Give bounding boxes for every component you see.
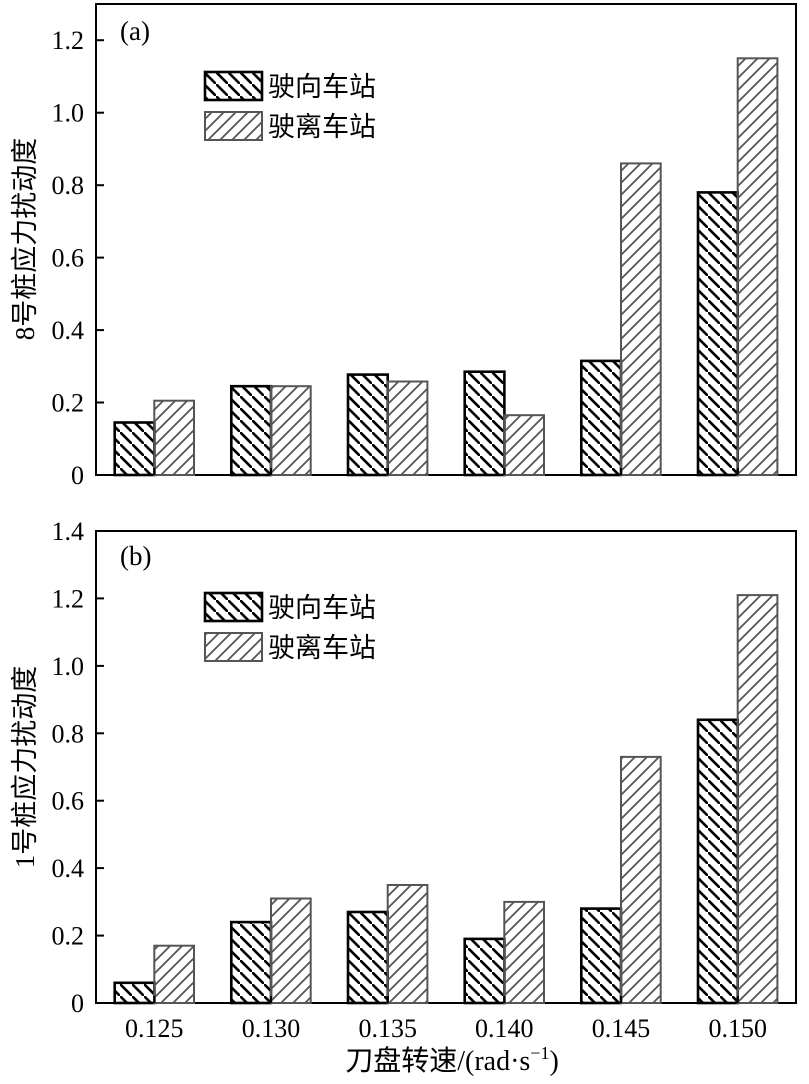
bar-b-s1-c5: [736, 594, 779, 1004]
x-tick-label-b-5: 0.150: [708, 1014, 767, 1043]
y-tick-label-b-2: 0.4: [52, 854, 85, 883]
bar-a-s1-c4: [620, 162, 662, 476]
bar-b-s1-c3: [503, 900, 545, 1005]
bars-a: [113, 57, 779, 477]
bar-b-s0-c0: [113, 981, 156, 1005]
y-tick-label-a-0: 0: [71, 461, 84, 490]
panel-label-b: (b): [120, 541, 151, 571]
legend-label-b-0: 驶向车站: [268, 593, 376, 623]
y-tick-label-a-2: 0.4: [52, 316, 85, 345]
bar-a-s1-c5: [736, 57, 779, 477]
bar-a-s1-c3: [503, 414, 545, 477]
bar-a-s0-c0: [113, 421, 156, 477]
y-tick-label-b-5: 1.0: [52, 652, 85, 681]
bar-a-s0-c2: [346, 373, 390, 477]
bar-a-s1-c1: [270, 385, 312, 477]
x-tick-label-b-2: 0.135: [358, 1014, 417, 1043]
y-tick-label-a-3: 0.6: [52, 244, 85, 273]
x-axis-title-main: 刀盘转速/(rad·s: [345, 1045, 530, 1077]
y-axis-a: 0 0.2 0.4 0.6 0.8 1.0 1.2: [52, 26, 104, 490]
y-tick-label-b-3: 0.6: [52, 787, 85, 816]
legend-swatch-b-1: [204, 632, 263, 662]
y-tick-label-b-4: 0.8: [52, 719, 85, 748]
legend-label-a-1: 驶离车站: [268, 112, 376, 142]
plot-area-b: [95, 530, 797, 1004]
y-tick-label-a-4: 0.8: [52, 171, 85, 200]
y-tick-label-a-1: 0.2: [52, 389, 85, 418]
x-axis-title: 刀盘转速/(rad·s−1): [345, 1043, 559, 1077]
legend-label-a-0: 驶向车站: [268, 72, 376, 102]
bar-a-s1-c2: [386, 380, 429, 476]
bar-b-s0-c3: [463, 937, 506, 1005]
legend-swatch-a-1: [204, 111, 263, 141]
x-tick-label-b-3: 0.140: [475, 1014, 534, 1043]
bar-a-s0-c3: [463, 370, 506, 477]
legend-swatch-a-0: [203, 70, 264, 102]
bar-b-s1-c4: [620, 755, 662, 1005]
legend-a: 驶向车站 驶离车站: [203, 70, 376, 142]
bar-b-s1-c0: [153, 944, 196, 1005]
y-axis-label-a: 8号桩应力扰动度: [10, 138, 40, 341]
legend-label-b-1: 驶离车站: [268, 633, 376, 663]
x-axis-title-close: ): [549, 1046, 558, 1077]
y-tick-label-b-6: 1.2: [52, 584, 85, 613]
x-tick-label-b-0: 0.125: [125, 1014, 184, 1043]
x-axis-b: 0.125 0.130 0.135 0.140 0.145 0.150: [125, 1014, 767, 1043]
bar-b-s1-c1: [270, 897, 312, 1004]
bar-a-s0-c4: [579, 359, 623, 477]
panel-b: 00.20.40.60.81.01.21.4 0.125 0.130 0.135 0.…: [10, 517, 797, 1043]
bar-b-s0-c1: [230, 920, 273, 1005]
x-tick-label-b-1: 0.130: [242, 1014, 301, 1043]
y-tick-label-b-7: 1.4: [52, 517, 85, 546]
y-tick-label-a-6: 1.2: [52, 26, 85, 55]
y-axis-label-b: 1号桩应力扰动度: [10, 666, 40, 869]
bar-a-s0-c5: [696, 191, 740, 477]
y-tick-label-b-0: 0: [71, 989, 84, 1018]
bar-a-s0-c1: [230, 384, 273, 477]
bar-b-s0-c4: [579, 907, 623, 1005]
bar-b-s0-c2: [346, 910, 390, 1005]
y-tick-label-b-1: 0.2: [52, 922, 85, 951]
legend-swatch-b-0: [203, 591, 264, 623]
legend-b: 驶向车站 驶离车站: [203, 591, 376, 663]
panel-a: 0 0.2 0.4 0.6 0.8 1.0 1.2 (a) 8号桩应力扰动度 驶向车站 驶离…: [10, 3, 797, 490]
x-tick-label-b-4: 0.145: [592, 1014, 651, 1043]
y-tick-label-a-5: 1.0: [52, 99, 85, 128]
bars-b: [113, 594, 779, 1005]
panel-label-a: (a): [120, 16, 150, 46]
bar-a-s1-c0: [153, 399, 196, 477]
bar-b-s1-c2: [386, 884, 429, 1004]
y-axis-b: 0 0.2 0.4 0.6 0.8 1.0 1.2 1.4: [52, 517, 104, 1018]
x-axis-title-superscript: −1: [530, 1043, 549, 1063]
plot-area-a: [95, 3, 797, 476]
bar-b-s0-c5: [696, 718, 740, 1005]
